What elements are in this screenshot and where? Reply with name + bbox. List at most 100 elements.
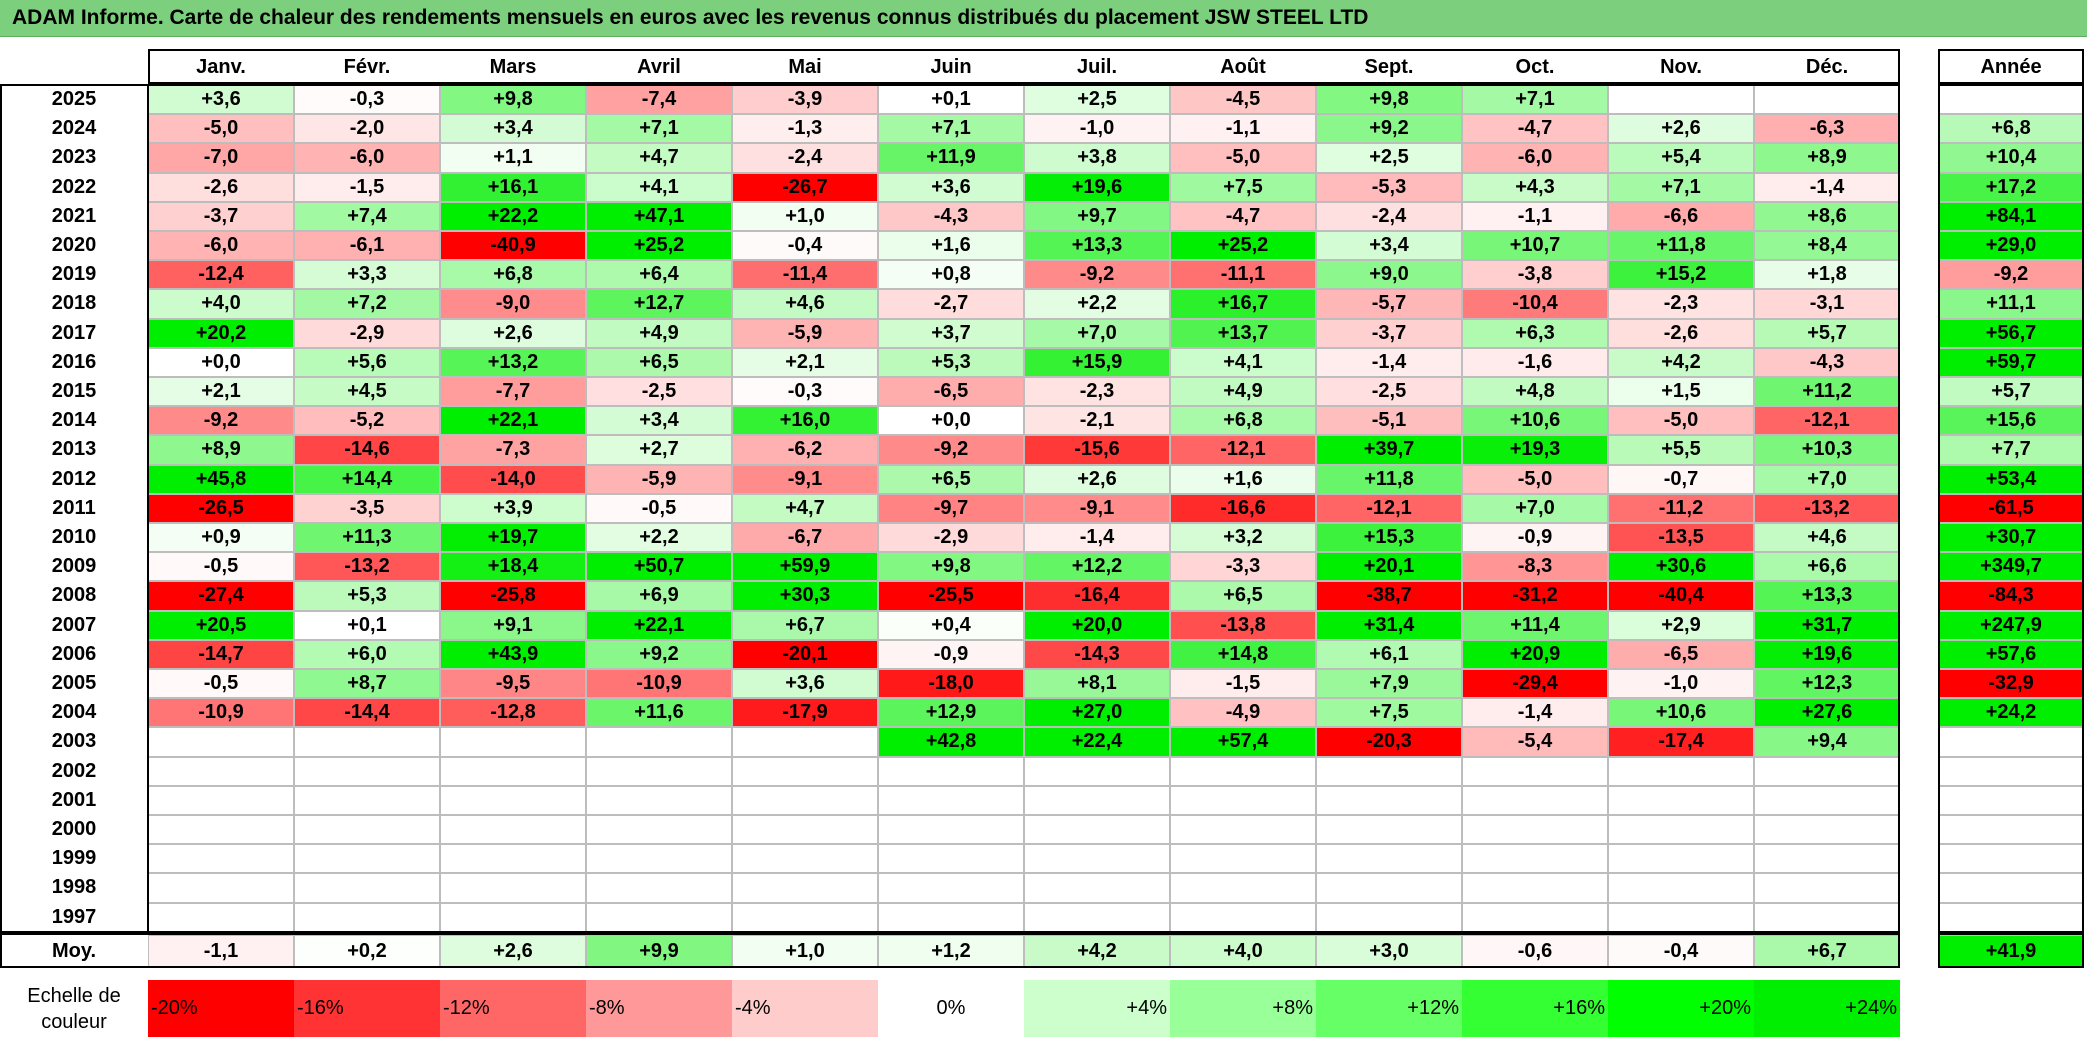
color-scale-step: -12% xyxy=(440,980,586,1037)
annual-cell: +11,1 xyxy=(1938,289,2084,319)
heatmap-cell xyxy=(586,756,732,786)
heatmap-cell: +11,2 xyxy=(1754,377,1900,407)
heatmap-cell xyxy=(294,756,440,786)
heatmap-cell: +0,1 xyxy=(294,610,440,640)
heatmap-cell: +4,0 xyxy=(148,289,294,319)
heatmap-cell: -20,3 xyxy=(1316,727,1462,757)
heatmap-cell: -9,2 xyxy=(878,435,1024,465)
heatmap-cell xyxy=(148,785,294,815)
heatmap-cell: +4,3 xyxy=(1462,172,1608,202)
year-label: 2006 xyxy=(51,642,97,665)
heatmap-cell xyxy=(586,727,732,757)
heatmap-cell: -12,4 xyxy=(148,260,294,290)
year-label: 2013 xyxy=(51,438,97,461)
heatmap-cell: +11,8 xyxy=(1608,231,1754,261)
heatmap-cell: -13,2 xyxy=(294,552,440,582)
heatmap-cell: -1,5 xyxy=(1170,669,1316,699)
heatmap-cell xyxy=(1316,785,1462,815)
heatmap-cell: +9,7 xyxy=(1024,201,1170,231)
heatmap-cell xyxy=(148,873,294,903)
heatmap-cell: -5,0 xyxy=(1608,406,1754,436)
heatmap-cell: -9,1 xyxy=(732,464,878,494)
heatmap-cell: +11,4 xyxy=(1462,610,1608,640)
heatmap-cell xyxy=(1170,756,1316,786)
heatmap-cell: -10,9 xyxy=(148,698,294,728)
heatmap-cell: +6,8 xyxy=(440,260,586,290)
color-scale-step: +12% xyxy=(1316,980,1462,1037)
average-cell: -0,4 xyxy=(1608,935,1754,967)
heatmap-cell: -10,9 xyxy=(586,669,732,699)
heatmap-cell: -16,6 xyxy=(1170,493,1316,523)
heatmap-cell: +2,6 xyxy=(1024,464,1170,494)
color-scale-step: +8% xyxy=(1170,980,1316,1037)
annual-cell: +247,9 xyxy=(1938,610,2084,640)
heatmap-cell: +39,7 xyxy=(1316,435,1462,465)
heatmap-cell xyxy=(732,756,878,786)
heatmap-cell: +5,3 xyxy=(294,581,440,611)
heatmap-cell: +50,7 xyxy=(586,552,732,582)
heatmap-cell: +47,1 xyxy=(586,201,732,231)
heatmap-cell: -26,5 xyxy=(148,493,294,523)
heatmap-cell: +22,1 xyxy=(586,610,732,640)
heatmap-cell: +22,4 xyxy=(1024,727,1170,757)
heatmap-cell: +9,2 xyxy=(586,639,732,669)
year-label: 2011 xyxy=(52,496,96,519)
heatmap-cell: -2,5 xyxy=(586,377,732,407)
heatmap-cell: -9,7 xyxy=(878,493,1024,523)
heatmap-cell: -7,0 xyxy=(148,143,294,173)
heatmap-cell: +20,9 xyxy=(1462,639,1608,669)
heatmap-cell: +7,2 xyxy=(294,289,440,319)
average-cell: +4,2 xyxy=(1024,935,1170,967)
color-scale-step: +16% xyxy=(1462,980,1608,1037)
heatmap-cell: -6,2 xyxy=(732,435,878,465)
heatmap-cell: +31,4 xyxy=(1316,610,1462,640)
heatmap-cell xyxy=(294,902,440,932)
heatmap-cell: +9,8 xyxy=(1316,85,1462,115)
heatmap-cell: -1,4 xyxy=(1316,347,1462,377)
heatmap-cell: +4,6 xyxy=(1754,523,1900,553)
year-label: 2021 xyxy=(51,204,97,227)
heatmap-cell xyxy=(294,785,440,815)
year-label: 2001 xyxy=(51,788,97,811)
heatmap-cell: -26,7 xyxy=(732,172,878,202)
heatmap-cell xyxy=(1608,902,1754,932)
heatmap-cell: +5,3 xyxy=(878,347,1024,377)
heatmap-cell: -8,3 xyxy=(1462,552,1608,582)
month-header: Mars xyxy=(489,55,537,78)
average-cell: +2,6 xyxy=(440,935,586,967)
average-cell: +4,0 xyxy=(1170,935,1316,967)
annual-cell: +10,4 xyxy=(1938,143,2084,173)
heatmap-cell: +16,0 xyxy=(732,406,878,436)
heatmap-cell: -2,7 xyxy=(878,289,1024,319)
heatmap-cell: +8,1 xyxy=(1024,669,1170,699)
heatmap-cell: +6,5 xyxy=(1170,581,1316,611)
year-label: 2003 xyxy=(51,730,97,753)
heatmap-cell: -1,1 xyxy=(1462,201,1608,231)
heatmap-cell: -6,7 xyxy=(732,523,878,553)
heatmap-cell xyxy=(148,902,294,932)
heatmap-cell: +16,1 xyxy=(440,172,586,202)
heatmap-cell: -25,5 xyxy=(878,581,1024,611)
heatmap-cell xyxy=(732,815,878,845)
heatmap-cell: +4,1 xyxy=(1170,347,1316,377)
heatmap-cell: +19,6 xyxy=(1024,172,1170,202)
heatmap-cell: +4,2 xyxy=(1608,347,1754,377)
heatmap-cell: -13,2 xyxy=(1754,493,1900,523)
year-label: 2023 xyxy=(51,146,97,169)
heatmap-cell xyxy=(294,727,440,757)
heatmap-cell: +9,2 xyxy=(1316,114,1462,144)
heatmap-cell: +12,3 xyxy=(1754,669,1900,699)
heatmap-cell: +5,7 xyxy=(1754,318,1900,348)
heatmap-cell: +7,5 xyxy=(1316,698,1462,728)
heatmap-cell xyxy=(1170,873,1316,903)
heatmap-cell xyxy=(440,844,586,874)
year-label: 2020 xyxy=(51,234,97,257)
heatmap-cell: +3,2 xyxy=(1170,523,1316,553)
heatmap-cell: +27,6 xyxy=(1754,698,1900,728)
color-scale-step: +20% xyxy=(1608,980,1754,1037)
heatmap-cell: +13,2 xyxy=(440,347,586,377)
heatmap-cell xyxy=(440,727,586,757)
year-label: 2012 xyxy=(51,467,97,490)
heatmap-cell: +2,1 xyxy=(732,347,878,377)
heatmap-cell xyxy=(1754,873,1900,903)
